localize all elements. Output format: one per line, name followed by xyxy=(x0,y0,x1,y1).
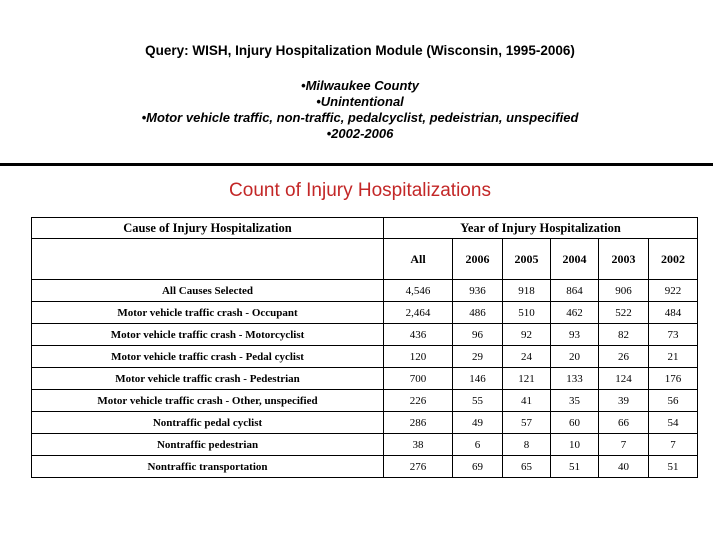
year-column-header: All xyxy=(383,238,453,280)
value-cell: 92 xyxy=(502,323,551,346)
value-cell: 7 xyxy=(647,433,699,456)
value-cell: 69 xyxy=(452,455,503,478)
injury-hospitalization-table: Cause of Injury Hospitalization Year of … xyxy=(31,217,699,478)
row-label: Motor vehicle traffic crash - Motorcycli… xyxy=(31,323,384,346)
year-column-header: 2004 xyxy=(550,238,599,280)
bullet-line: •Unintentional xyxy=(316,94,404,109)
row-label: Motor vehicle traffic crash - Pedestrian xyxy=(31,367,384,390)
value-cell: 24 xyxy=(502,345,551,368)
value-cell: 176 xyxy=(647,367,699,390)
value-cell: 124 xyxy=(598,367,649,390)
table-row: All Causes Selected 4,546 936 918 864 906 922 xyxy=(31,279,699,302)
value-cell: 21 xyxy=(647,345,699,368)
table-row: Motor vehicle traffic crash - Other, uns… xyxy=(31,389,699,412)
value-cell: 54 xyxy=(647,411,699,434)
value-cell: 906 xyxy=(598,279,649,302)
query-parameters-list: •Milwaukee County •Unintentional •Motor ve… xyxy=(0,78,720,142)
row-label: Nontraffic pedestrian xyxy=(31,433,384,456)
value-cell: 510 xyxy=(502,301,551,324)
value-cell: 51 xyxy=(647,455,699,478)
value-cell: 226 xyxy=(383,389,453,412)
value-cell: 93 xyxy=(550,323,599,346)
row-label: All Causes Selected xyxy=(31,279,384,302)
value-cell: 7 xyxy=(598,433,649,456)
bullet-line: •Motor vehicle traffic, non-traffic, ped… xyxy=(141,110,579,125)
row-label: Motor vehicle traffic crash - Occupant xyxy=(31,301,384,324)
value-cell: 4,546 xyxy=(383,279,453,302)
table-row: Nontraffic pedestrian 38 6 8 10 7 7 xyxy=(31,433,699,456)
value-cell: 120 xyxy=(383,345,453,368)
row-label: Motor vehicle traffic crash - Pedal cycl… xyxy=(31,345,384,368)
value-cell: 66 xyxy=(598,411,649,434)
value-cell: 41 xyxy=(502,389,551,412)
value-cell: 436 xyxy=(383,323,453,346)
value-cell: 484 xyxy=(647,301,699,324)
table-body: All Causes Selected 4,546 936 918 864 906 922 M… xyxy=(31,279,699,478)
value-cell: 38 xyxy=(383,433,453,456)
value-cell: 57 xyxy=(502,411,551,434)
value-cell: 73 xyxy=(647,323,699,346)
year-column-header: 2002 xyxy=(647,238,699,280)
value-cell: 51 xyxy=(550,455,599,478)
table-row: Nontraffic transportation 276 69 65 51 40 51 xyxy=(31,455,699,478)
value-cell: 35 xyxy=(550,389,599,412)
value-cell: 462 xyxy=(550,301,599,324)
year-column-header: 2006 xyxy=(452,238,503,280)
value-cell: 922 xyxy=(647,279,699,302)
table-year-header-row: All 2006 2005 2004 2003 2002 xyxy=(31,238,699,280)
value-cell: 8 xyxy=(502,433,551,456)
table-row: Nontraffic pedal cyclist 286 49 57 60 66 54 xyxy=(31,411,699,434)
year-group-header: Year of Injury Hospitalization xyxy=(382,217,699,239)
table-group-header-row: Cause of Injury Hospitalization Year of … xyxy=(31,217,699,239)
value-cell: 700 xyxy=(383,367,453,390)
empty-header-cell xyxy=(31,238,384,280)
value-cell: 918 xyxy=(502,279,551,302)
value-cell: 96 xyxy=(452,323,503,346)
value-cell: 486 xyxy=(452,301,503,324)
year-column-header: 2003 xyxy=(598,238,649,280)
bullet-line: •2002-2006 xyxy=(326,126,394,141)
table-row: Motor vehicle traffic crash - Occupant 2,… xyxy=(31,301,699,324)
value-cell: 39 xyxy=(598,389,649,412)
value-cell: 20 xyxy=(550,345,599,368)
row-label: Nontraffic pedal cyclist xyxy=(31,411,384,434)
table-title: Count of Injury Hospitalizations xyxy=(229,180,491,201)
row-label: Nontraffic transportation xyxy=(31,455,384,478)
table-row: Motor vehicle traffic crash - Motorcycli… xyxy=(31,323,699,346)
value-cell: 2,464 xyxy=(383,301,453,324)
value-cell: 522 xyxy=(598,301,649,324)
value-cell: 55 xyxy=(452,389,503,412)
value-cell: 60 xyxy=(550,411,599,434)
value-cell: 65 xyxy=(502,455,551,478)
value-cell: 26 xyxy=(598,345,649,368)
value-cell: 29 xyxy=(452,345,503,368)
table-row: Motor vehicle traffic crash - Pedestrian… xyxy=(31,367,699,390)
bullet-line: •Milwaukee County xyxy=(301,78,419,93)
value-cell: 864 xyxy=(550,279,599,302)
value-cell: 146 xyxy=(452,367,503,390)
cause-column-header: Cause of Injury Hospitalization xyxy=(31,217,384,239)
horizontal-divider xyxy=(0,163,713,166)
value-cell: 936 xyxy=(452,279,503,302)
value-cell: 10 xyxy=(550,433,599,456)
value-cell: 40 xyxy=(598,455,649,478)
value-cell: 6 xyxy=(452,433,503,456)
value-cell: 82 xyxy=(598,323,649,346)
value-cell: 121 xyxy=(502,367,551,390)
value-cell: 286 xyxy=(383,411,453,434)
value-cell: 133 xyxy=(550,367,599,390)
table-row: Motor vehicle traffic crash - Pedal cycl… xyxy=(31,345,699,368)
year-column-header: 2005 xyxy=(502,238,551,280)
row-label: Motor vehicle traffic crash - Other, uns… xyxy=(31,389,384,412)
value-cell: 56 xyxy=(647,389,699,412)
value-cell: 49 xyxy=(452,411,503,434)
query-title: Query: WISH, Injury Hospitalization Modu… xyxy=(145,43,575,58)
value-cell: 276 xyxy=(383,455,453,478)
